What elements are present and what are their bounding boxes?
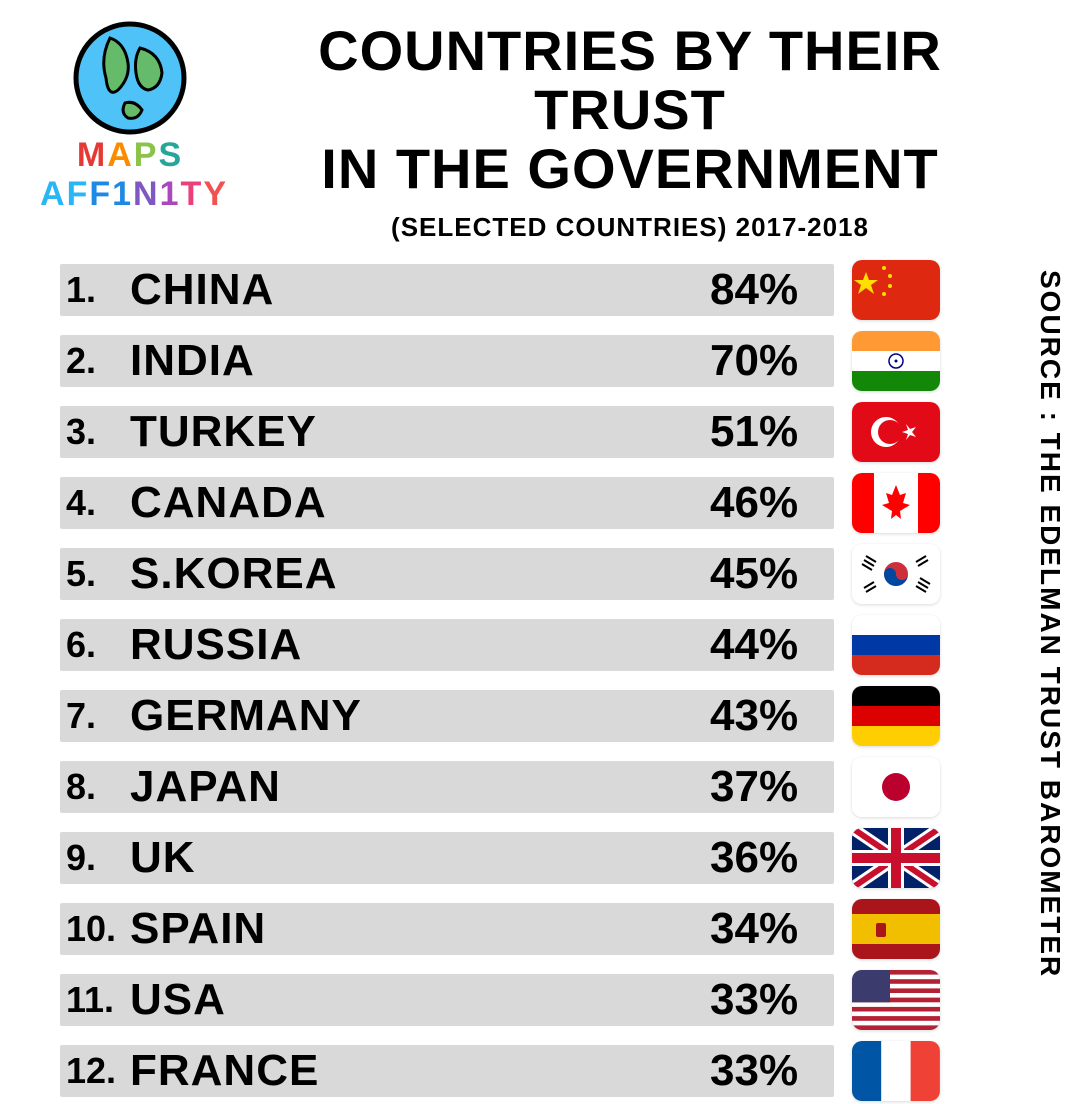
india-flag-icon [852,331,940,391]
data-bar: 6.RUSSIA44% [60,619,834,671]
country-label: FRANCE [130,1046,704,1096]
title-block: COUNTRIES BY THEIR TRUST IN THE GOVERNME… [220,18,1040,243]
percent-label: 51% [704,407,834,457]
data-bar: 11.USA33% [60,974,834,1026]
list-item: 7.GERMANY43% [60,683,940,749]
rank-label: 11. [66,979,130,1021]
list-item: 8.JAPAN37% [60,754,940,820]
rank-label: 2. [66,340,130,382]
percent-label: 44% [704,620,834,670]
list-item: 12.FRANCE33% [60,1038,940,1104]
france-flag-icon [852,1041,940,1101]
rank-label: 12. [66,1050,130,1092]
country-list: 1.CHINA84%2.INDIA70%3.TURKEY51%4.CANADA4… [0,243,940,1104]
country-label: RUSSIA [130,620,704,670]
percent-label: 33% [704,975,834,1025]
data-bar: 8.JAPAN37% [60,761,834,813]
title-line2: IN THE GOVERNMENT [321,137,938,200]
country-label: TURKEY [130,407,704,457]
rank-label: 6. [66,624,130,666]
data-bar: 3.TURKEY51% [60,406,834,458]
rank-label: 10. [66,908,130,950]
list-item: 4.CANADA46% [60,470,940,536]
header: MAPS AFF1N1TY COUNTRIES BY THEIR TRUST I… [0,0,1080,243]
logo-line1: MAPS [40,136,220,175]
data-bar: 7.GERMANY43% [60,690,834,742]
country-label: S.KOREA [130,549,704,599]
data-bar: 12.FRANCE33% [60,1045,834,1097]
list-item: 10.SPAIN34% [60,896,940,962]
usa-flag-icon [852,970,940,1030]
list-item: 3.TURKEY51% [60,399,940,465]
turkey-flag-icon [852,402,940,462]
percent-label: 46% [704,478,834,528]
russia-flag-icon [852,615,940,675]
country-label: USA [130,975,704,1025]
percent-label: 45% [704,549,834,599]
rank-label: 9. [66,837,130,879]
rank-label: 1. [66,269,130,311]
percent-label: 43% [704,691,834,741]
percent-label: 34% [704,904,834,954]
country-label: UK [130,833,704,883]
rank-label: 3. [66,411,130,453]
skorea-flag-icon [852,544,940,604]
logo-line2: AFF1N1TY [40,175,220,214]
page-subtitle: (SELECTED COUNTRIES) 2017-2018 [220,212,1040,243]
rank-label: 4. [66,482,130,524]
country-label: SPAIN [130,904,704,954]
rank-label: 7. [66,695,130,737]
country-label: INDIA [130,336,704,386]
percent-label: 33% [704,1046,834,1096]
data-bar: 9.UK36% [60,832,834,884]
spain-flag-icon [852,899,940,959]
percent-label: 36% [704,833,834,883]
page-title: COUNTRIES BY THEIR TRUST IN THE GOVERNME… [220,22,1040,198]
globe-icon [70,18,190,138]
data-bar: 1.CHINA84% [60,264,834,316]
rank-label: 5. [66,553,130,595]
china-flag-icon [852,260,940,320]
source-text: SOURCE : THE EDELMAN TRUST BAROMETER [1034,270,1066,978]
data-bar: 10.SPAIN34% [60,903,834,955]
list-item: 1.CHINA84% [60,257,940,323]
percent-label: 84% [704,265,834,315]
germany-flag-icon [852,686,940,746]
list-item: 11.USA33% [60,967,940,1033]
data-bar: 2.INDIA70% [60,335,834,387]
uk-flag-icon [852,828,940,888]
data-bar: 5.S.KOREA45% [60,548,834,600]
list-item: 2.INDIA70% [60,328,940,394]
japan-flag-icon [852,757,940,817]
list-item: 5.S.KOREA45% [60,541,940,607]
logo-block: MAPS AFF1N1TY [40,18,220,214]
list-item: 6.RUSSIA44% [60,612,940,678]
canada-flag-icon [852,473,940,533]
title-line1: COUNTRIES BY THEIR TRUST [318,19,942,141]
country-label: GERMANY [130,691,704,741]
data-bar: 4.CANADA46% [60,477,834,529]
country-label: JAPAN [130,762,704,812]
rank-label: 8. [66,766,130,808]
country-label: CHINA [130,265,704,315]
list-item: 9.UK36% [60,825,940,891]
country-label: CANADA [130,478,704,528]
percent-label: 37% [704,762,834,812]
percent-label: 70% [704,336,834,386]
